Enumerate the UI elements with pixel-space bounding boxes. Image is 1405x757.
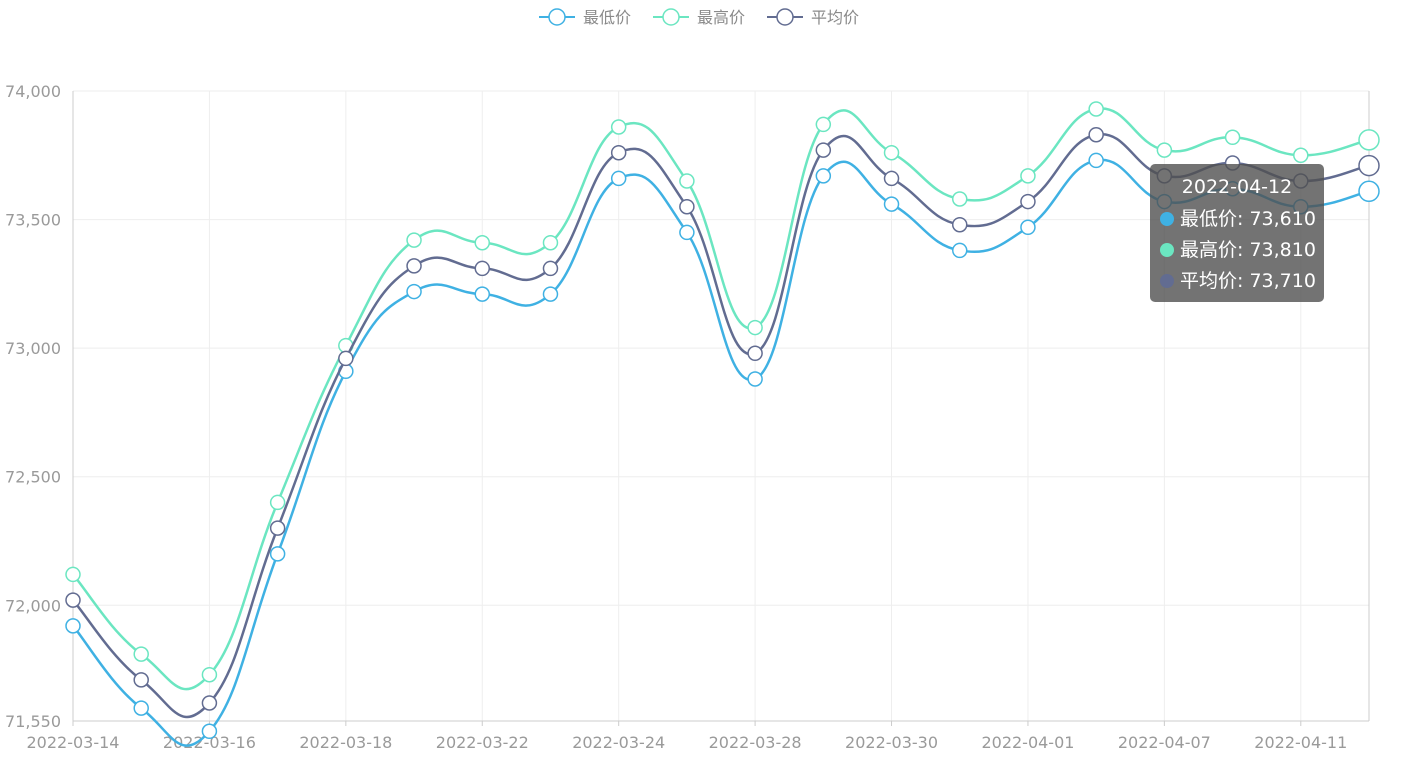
data-point[interactable] bbox=[610, 119, 627, 135]
data-point[interactable] bbox=[269, 520, 286, 536]
legend-marker-icon bbox=[548, 8, 566, 26]
tooltip-dot bbox=[1160, 212, 1174, 226]
legend-label: 最高价 bbox=[697, 8, 745, 27]
legend[interactable]: 最低价 最高价 平均价 bbox=[539, 8, 859, 27]
legend-label: 平均价 bbox=[811, 8, 859, 27]
series-avg bbox=[65, 126, 1380, 719]
tooltip-row-high: 最高价: 73,810 bbox=[1160, 235, 1316, 266]
data-point[interactable] bbox=[1020, 168, 1036, 184]
x-tick-label: 2022-03-22 bbox=[436, 733, 529, 752]
data-point[interactable] bbox=[883, 170, 900, 187]
x-tick-label: 2022-03-14 bbox=[27, 733, 120, 752]
legend-item-avg[interactable]: 平均价 bbox=[767, 8, 859, 27]
data-point[interactable] bbox=[747, 345, 763, 362]
data-point[interactable] bbox=[201, 695, 218, 711]
tooltip-row-low: 最低价: 73,610 bbox=[1160, 204, 1316, 235]
data-point[interactable] bbox=[1224, 129, 1241, 146]
data-point[interactable] bbox=[951, 216, 968, 233]
data-point[interactable] bbox=[542, 234, 559, 251]
tooltip: 2022-04-12 最低价: 73,610 最高价: 73,810 平均价: … bbox=[1150, 164, 1324, 302]
series-high bbox=[65, 101, 1380, 691]
legend-item-low[interactable]: 最低价 bbox=[539, 8, 631, 27]
data-point[interactable] bbox=[610, 170, 627, 187]
data-point[interactable] bbox=[1020, 219, 1036, 236]
data-point[interactable] bbox=[1156, 142, 1173, 158]
data-point[interactable] bbox=[951, 191, 968, 207]
x-tick-label: 2022-04-07 bbox=[1118, 733, 1211, 752]
x-tick-label: 2022-03-16 bbox=[163, 733, 256, 752]
data-point[interactable] bbox=[65, 618, 81, 634]
data-point[interactable] bbox=[1358, 154, 1380, 177]
data-point[interactable] bbox=[679, 173, 695, 189]
data-point[interactable] bbox=[542, 260, 559, 277]
data-point[interactable] bbox=[815, 142, 832, 158]
series-lines bbox=[65, 101, 1380, 747]
data-point[interactable] bbox=[133, 646, 149, 662]
y-tick-label: 74,000 bbox=[5, 82, 61, 101]
tooltip-dot bbox=[1160, 243, 1174, 257]
data-point[interactable] bbox=[1358, 180, 1380, 203]
y-tick-label: 72,500 bbox=[5, 468, 61, 487]
tooltip-row-avg: 平均价: 73,710 bbox=[1160, 266, 1316, 297]
data-point[interactable] bbox=[474, 234, 491, 251]
y-tick-label: 73,000 bbox=[5, 339, 61, 358]
x-tick-label: 2022-04-11 bbox=[1254, 733, 1347, 752]
x-tick-label: 2022-04-01 bbox=[981, 733, 1074, 752]
legend-marker-icon bbox=[776, 8, 794, 26]
data-point[interactable] bbox=[65, 566, 81, 583]
data-point[interactable] bbox=[406, 283, 422, 300]
y-tick-label: 71,550 bbox=[5, 712, 61, 731]
tooltip-label: 平均价: 73,710 bbox=[1180, 270, 1316, 292]
data-point[interactable] bbox=[883, 144, 900, 161]
x-tick-label: 2022-03-18 bbox=[299, 733, 392, 752]
data-point[interactable] bbox=[1088, 126, 1104, 143]
tooltip-label: 最低价: 73,610 bbox=[1180, 208, 1316, 230]
data-point[interactable] bbox=[269, 494, 286, 511]
data-point[interactable] bbox=[1293, 147, 1309, 164]
data-point[interactable] bbox=[951, 242, 968, 259]
data-point[interactable] bbox=[406, 258, 422, 274]
data-point[interactable] bbox=[269, 546, 286, 562]
data-point[interactable] bbox=[679, 198, 695, 215]
data-point[interactable] bbox=[815, 116, 832, 133]
data-point[interactable] bbox=[610, 144, 627, 161]
data-point[interactable] bbox=[474, 260, 491, 277]
y-tick-label: 73,500 bbox=[5, 211, 61, 230]
data-point[interactable] bbox=[201, 666, 218, 683]
data-point[interactable] bbox=[474, 286, 491, 302]
tooltip-label: 最高价: 73,810 bbox=[1180, 239, 1316, 261]
tooltip-title: 2022-04-12 bbox=[1181, 176, 1293, 198]
series-low bbox=[65, 152, 1380, 747]
data-point[interactable] bbox=[883, 196, 900, 212]
data-point[interactable] bbox=[747, 371, 763, 387]
tooltip-dot bbox=[1160, 274, 1174, 288]
data-point[interactable] bbox=[542, 286, 559, 302]
data-point[interactable] bbox=[133, 672, 149, 688]
data-point[interactable] bbox=[679, 224, 695, 241]
data-point[interactable] bbox=[815, 168, 832, 184]
data-point[interactable] bbox=[747, 319, 763, 336]
legend-item-high[interactable]: 最高价 bbox=[653, 8, 745, 27]
legend-label: 最低价 bbox=[583, 8, 631, 27]
data-point[interactable] bbox=[1358, 129, 1380, 151]
data-point[interactable] bbox=[65, 592, 81, 608]
axes: 71,550 72,000 72,500 73,000 73,500 74,000 2022… bbox=[5, 82, 1370, 752]
data-point[interactable] bbox=[338, 350, 354, 367]
data-point[interactable] bbox=[1020, 193, 1036, 210]
legend-marker-icon bbox=[662, 8, 680, 26]
data-point[interactable] bbox=[201, 723, 218, 740]
x-tick-label: 2022-03-30 bbox=[845, 733, 938, 752]
data-point[interactable] bbox=[1088, 101, 1104, 117]
x-tick-label: 2022-03-28 bbox=[709, 733, 802, 752]
y-tick-label: 72,000 bbox=[5, 596, 61, 615]
data-point[interactable] bbox=[1088, 152, 1104, 169]
data-point[interactable] bbox=[133, 700, 149, 716]
data-point[interactable] bbox=[406, 232, 422, 248]
x-tick-label: 2022-03-24 bbox=[572, 733, 665, 752]
